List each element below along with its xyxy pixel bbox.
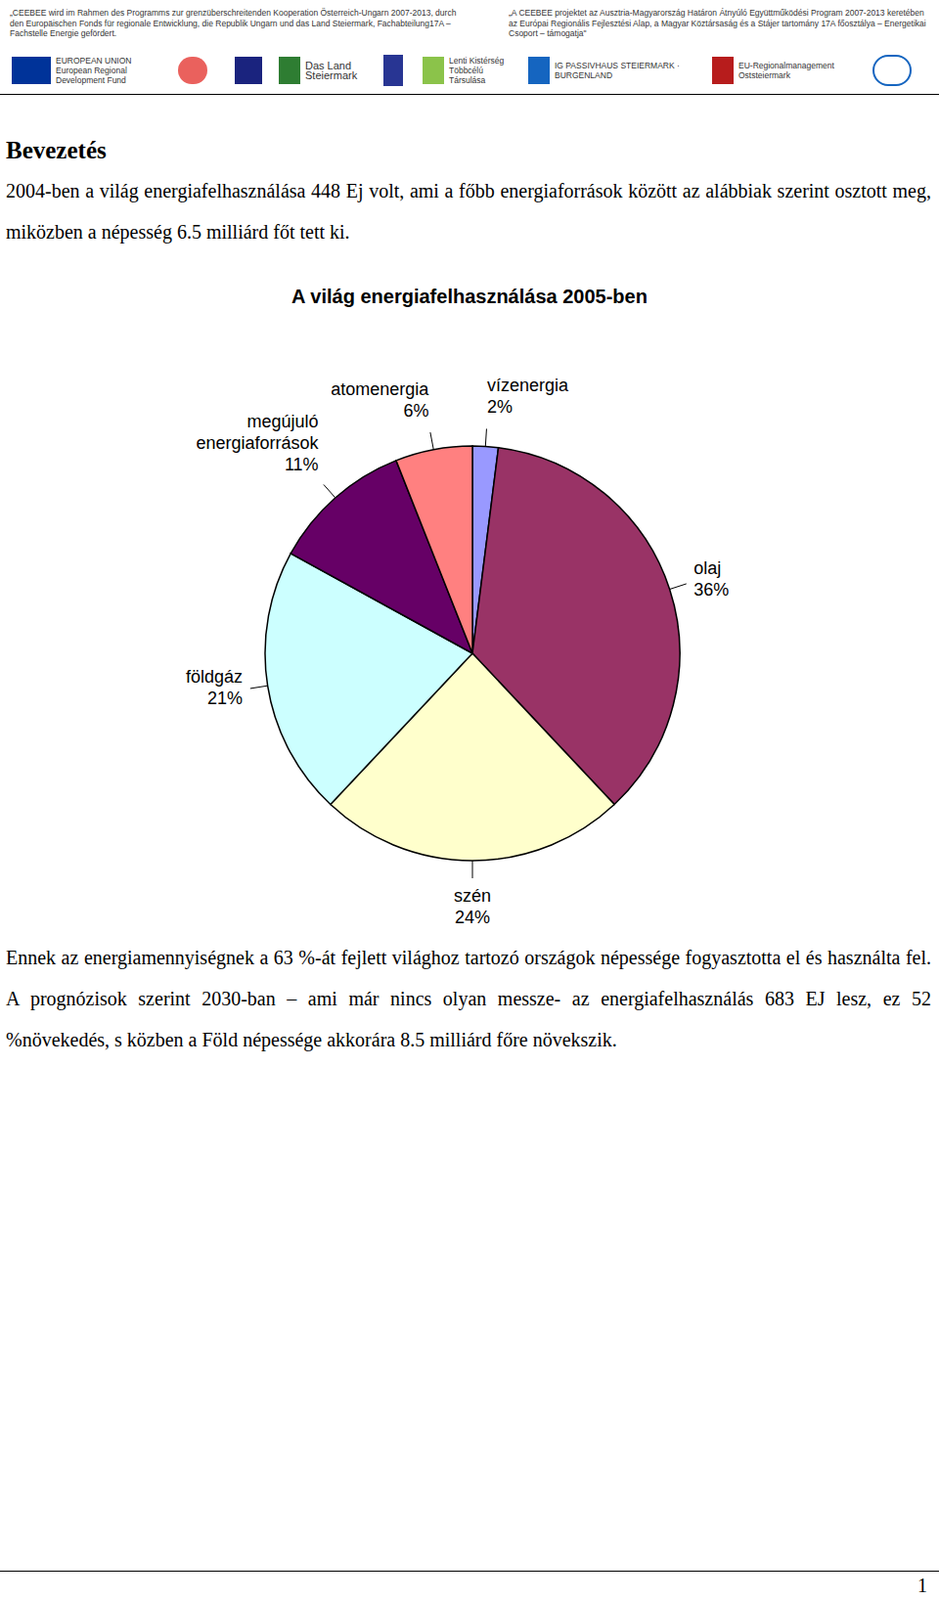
html-text:A világ energiafelhasználása 2: A világ energiafelhasználása 2005-ben xyxy=(291,285,648,308)
html-text:2004-ben a világ energiafelhas: 2004-ben a világ energiafelhasználása 44… xyxy=(5,179,932,243)
html-text:Bevezetés: Bevezetés xyxy=(5,136,107,164)
html-text:IG PASSIVHAUS STEIERMARK · BUR: IG PASSIVHAUS STEIERMARK · BURGENLAND xyxy=(554,60,680,81)
svg-text:vízenergia2%: vízenergia2% xyxy=(487,375,570,417)
html-text:„A CEEBEE projektet az Ausztri: „A CEEBEE projektet az Ausztria-Magyaror… xyxy=(508,7,926,39)
html-text:EUROPEAN UNION European Region: EUROPEAN UNION European Regional Develop… xyxy=(55,55,132,86)
svg-text:olaj36%: olaj36% xyxy=(693,558,729,600)
html-text:„CEEBEE wird im Rahmen des Pro: „CEEBEE wird im Rahmen des Programms zur… xyxy=(9,7,457,39)
svg-text:földgáz21%: földgáz21% xyxy=(185,667,243,709)
svg-text:megújulóenergiaforrások11%: megújulóenergiaforrások11% xyxy=(196,411,320,475)
svg-text:atomenergia6%: atomenergia6% xyxy=(330,379,430,421)
html-text:Ennek az energiamennyiségnek a: Ennek az energiamennyiségnek a 63 %-át f… xyxy=(5,946,932,1051)
html-text:Das Land Steiermark: Das Land Steiermark xyxy=(305,59,358,82)
svg-text:szén24%: szén24% xyxy=(453,886,492,928)
html-text:EU-Regionalmanagement Oststeie: EU-Regionalmanagement Oststeiermark xyxy=(738,60,835,81)
html-text:1: 1 xyxy=(917,1574,928,1597)
html-text:Lenti Kistérség Többcélú Társu: Lenti Kistérség Többcélú Társulása xyxy=(448,55,504,86)
